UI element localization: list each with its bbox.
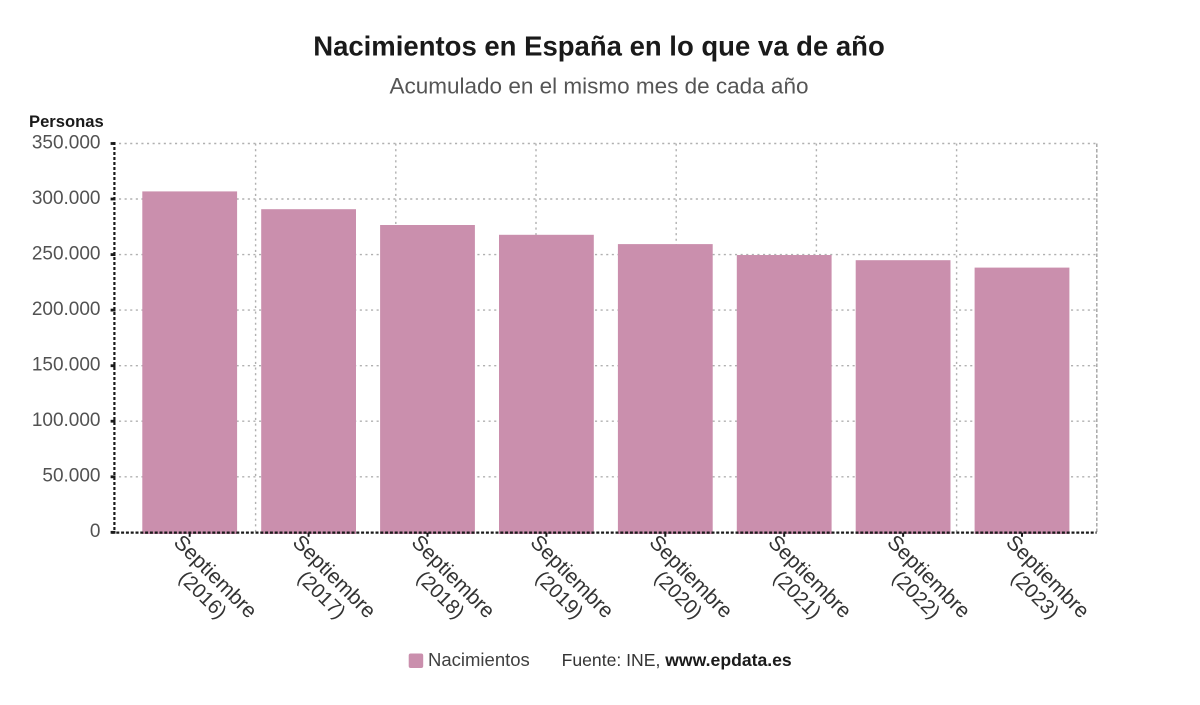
svg-text:350.000: 350.000 bbox=[32, 132, 101, 153]
svg-text:Nacimientos: Nacimientos bbox=[428, 649, 530, 670]
svg-text:Personas: Personas bbox=[29, 112, 104, 131]
svg-text:200.000: 200.000 bbox=[32, 299, 101, 320]
svg-text:Nacimientos en España en lo qu: Nacimientos en España en lo que va de añ… bbox=[313, 31, 885, 62]
svg-text:250.000: 250.000 bbox=[32, 243, 101, 264]
svg-text:300.000: 300.000 bbox=[32, 188, 101, 209]
svg-text:Fuente: INE, www.epdata.es: Fuente: INE, www.epdata.es bbox=[562, 650, 792, 670]
svg-text:100.000: 100.000 bbox=[32, 410, 101, 431]
svg-text:150.000: 150.000 bbox=[32, 355, 101, 376]
svg-text:0: 0 bbox=[90, 521, 101, 542]
svg-text:50.000: 50.000 bbox=[42, 466, 100, 487]
svg-text:Acumulado en el mismo mes de c: Acumulado en el mismo mes de cada año bbox=[390, 74, 809, 99]
